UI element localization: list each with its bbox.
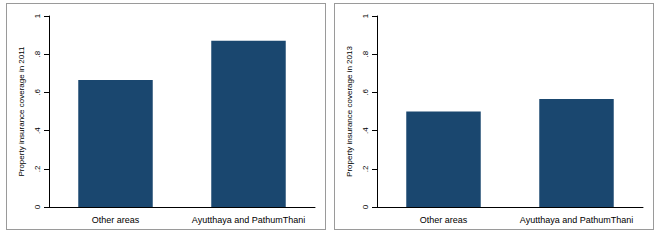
svg-text:Property insurance coverage in: Property insurance coverage in 2013 [345, 46, 354, 177]
svg-text:Ayutthaya and PathumThani: Ayutthaya and PathumThani [192, 215, 305, 225]
svg-text:Other areas: Other areas [420, 215, 468, 225]
svg-text:.8: .8 [33, 50, 42, 57]
svg-text:.2: .2 [361, 165, 370, 172]
svg-text:.6: .6 [33, 89, 42, 96]
svg-text:.4: .4 [33, 127, 42, 134]
svg-text:Property insurance coverage in: Property insurance coverage in 2011 [17, 46, 26, 177]
svg-text:1: 1 [361, 13, 370, 18]
svg-text:.8: .8 [361, 50, 370, 57]
svg-text:1: 1 [33, 13, 42, 18]
svg-text:.6: .6 [361, 89, 370, 96]
svg-text:0: 0 [33, 204, 42, 209]
svg-text:.2: .2 [33, 165, 42, 172]
svg-text:Ayutthaya and PathumThani: Ayutthaya and PathumThani [520, 215, 633, 225]
svg-text:.4: .4 [361, 127, 370, 134]
svg-text:0: 0 [361, 204, 370, 209]
svg-text:Other areas: Other areas [92, 215, 140, 225]
